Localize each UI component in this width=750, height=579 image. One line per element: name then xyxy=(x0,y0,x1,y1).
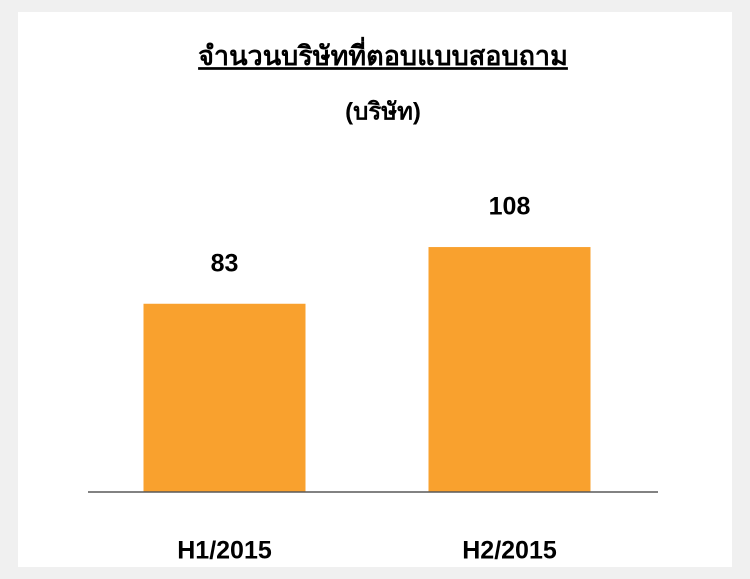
value-label: 83 xyxy=(211,249,239,277)
bar xyxy=(428,247,591,492)
chart-title: จำนวนบริษัทที่ตอบแบบสอบถาม xyxy=(198,36,568,71)
chart-subtitle: (บริษัท) xyxy=(345,98,421,125)
value-label: 108 xyxy=(489,193,531,221)
x-tick-label: H2/2015 xyxy=(462,537,557,565)
x-tick-label: H1/2015 xyxy=(177,537,272,565)
chart-background xyxy=(18,12,732,567)
bar xyxy=(143,303,306,492)
